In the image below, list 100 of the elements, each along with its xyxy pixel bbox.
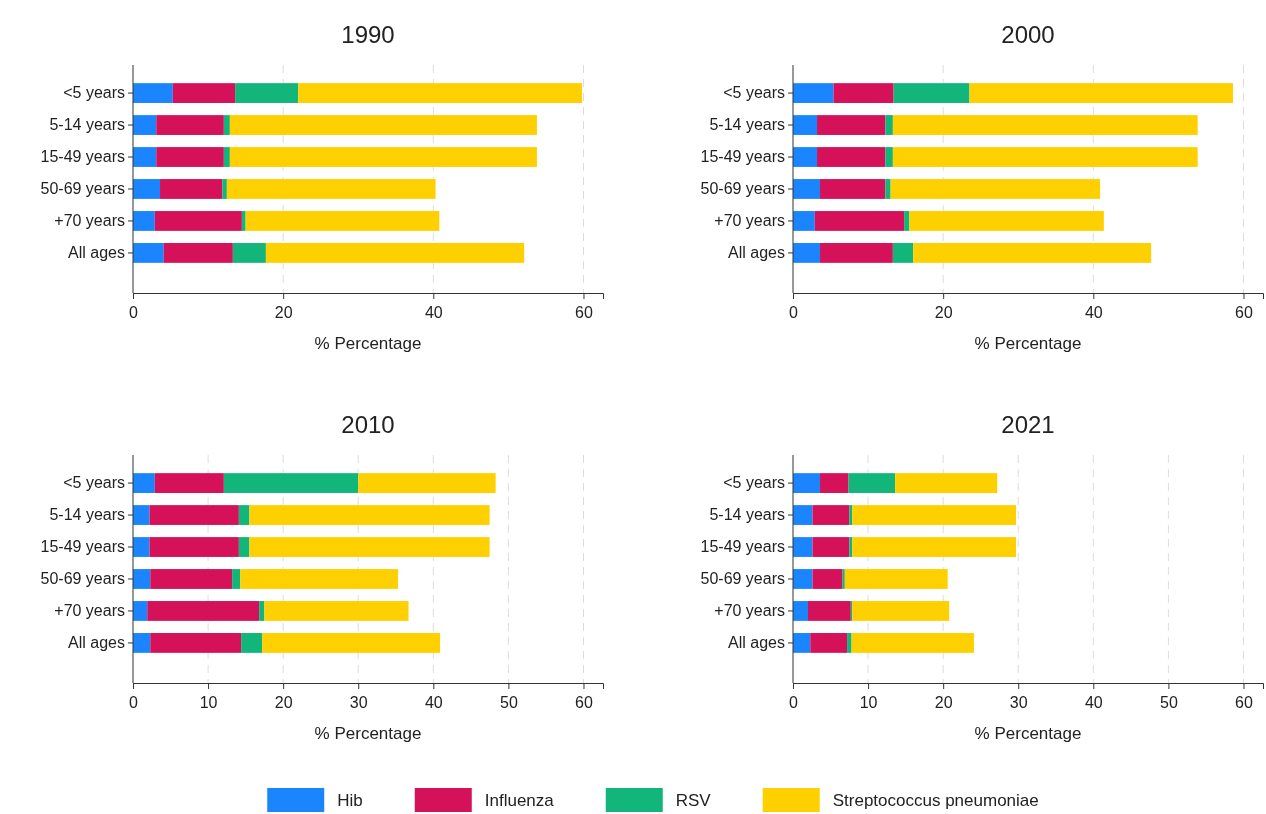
bar — [133, 633, 151, 653]
bar — [223, 115, 230, 135]
bar — [163, 243, 233, 263]
y-tick-label: 15-49 years — [700, 538, 785, 556]
bar — [812, 569, 843, 589]
x-tick-label: 60 — [575, 694, 593, 711]
bar — [885, 147, 893, 167]
x-tick-label: 50 — [1160, 694, 1178, 711]
bar — [895, 473, 998, 493]
y-tick-label: 15-49 years — [40, 538, 125, 556]
y-tick-label: <5 years — [723, 84, 785, 102]
bar — [172, 83, 236, 103]
bar — [149, 505, 239, 525]
y-tick-label: All ages — [68, 244, 125, 262]
bar — [133, 601, 148, 621]
bar — [904, 211, 910, 231]
x-tick-label: 30 — [1009, 694, 1028, 711]
bar — [793, 211, 815, 231]
bar — [133, 537, 150, 557]
bar — [810, 633, 848, 653]
legend-label: Hib — [337, 791, 363, 810]
chart-title: 2010 — [341, 411, 395, 438]
bar — [149, 537, 239, 557]
y-tick-label: <5 years — [723, 474, 785, 492]
y-tick-label: All ages — [728, 244, 785, 262]
bar — [154, 473, 224, 493]
y-tick-label: 50-69 years — [700, 570, 785, 588]
bar — [133, 83, 173, 103]
y-tick-label: <5 years — [63, 84, 125, 102]
legend-label: Influenza — [484, 791, 555, 810]
y-tick-label: +70 years — [714, 212, 785, 230]
y-tick-label: 50-69 years — [40, 570, 125, 588]
x-tick-label: 20 — [934, 304, 953, 321]
bar — [848, 473, 896, 493]
bar — [885, 179, 891, 199]
bar — [133, 115, 157, 135]
y-tick-label: +70 years — [54, 212, 125, 230]
legend-label: Streptococcus pneumoniae — [832, 791, 1039, 810]
bar — [814, 211, 905, 231]
bar — [154, 211, 242, 231]
bar — [820, 243, 893, 263]
bar — [909, 211, 1104, 231]
x-tick-label: 20 — [274, 694, 293, 711]
x-tick-label: 60 — [1235, 694, 1253, 711]
y-tick-label: 50-69 years — [40, 180, 125, 198]
bar — [820, 473, 849, 493]
bar — [844, 569, 948, 589]
bar — [133, 243, 164, 263]
bar — [820, 179, 886, 199]
bar — [156, 115, 224, 135]
bar — [847, 633, 852, 653]
x-tick-label: 0 — [129, 694, 139, 711]
x-tick-label: 40 — [424, 694, 443, 711]
bar — [156, 147, 224, 167]
bar — [235, 83, 299, 103]
bar — [249, 505, 490, 525]
bar — [133, 569, 151, 589]
x-axis-title: % Percentage — [974, 334, 1082, 353]
x-tick-label: 20 — [274, 304, 293, 321]
bar — [817, 115, 886, 135]
bar — [852, 505, 1016, 525]
bar — [793, 601, 809, 621]
bar — [849, 505, 853, 525]
x-tick-label: 0 — [789, 304, 799, 321]
bar — [232, 569, 241, 589]
bar — [264, 601, 409, 621]
bar — [223, 473, 359, 493]
bar — [892, 115, 1198, 135]
y-tick-label: <5 years — [63, 474, 125, 492]
bar — [890, 179, 1101, 199]
bar — [893, 83, 970, 103]
y-tick-label: 5-14 years — [49, 506, 125, 524]
x-tick-label: 60 — [1235, 304, 1253, 321]
bar — [793, 179, 821, 199]
x-tick-label: 60 — [575, 304, 593, 321]
bar — [817, 147, 886, 167]
bar — [241, 211, 246, 231]
x-axis-title: % Percentage — [314, 334, 422, 353]
bar — [240, 569, 399, 589]
y-tick-label: 50-69 years — [700, 180, 785, 198]
y-tick-label: +70 years — [714, 602, 785, 620]
bar — [265, 243, 525, 263]
bar — [852, 537, 1016, 557]
bar — [133, 505, 150, 525]
bar — [249, 537, 490, 557]
bar — [133, 179, 161, 199]
bar — [223, 147, 230, 167]
x-tick-label: 0 — [129, 304, 139, 321]
bar — [793, 633, 811, 653]
bar — [793, 537, 813, 557]
bar — [793, 473, 821, 493]
x-tick-label: 10 — [859, 694, 878, 711]
y-tick-label: All ages — [68, 634, 125, 652]
x-tick-label: 40 — [1084, 694, 1103, 711]
bar — [147, 601, 260, 621]
bar — [793, 147, 818, 167]
bar — [812, 537, 850, 557]
legend-label: RSV — [675, 791, 712, 810]
bar — [150, 633, 242, 653]
bar — [226, 179, 436, 199]
